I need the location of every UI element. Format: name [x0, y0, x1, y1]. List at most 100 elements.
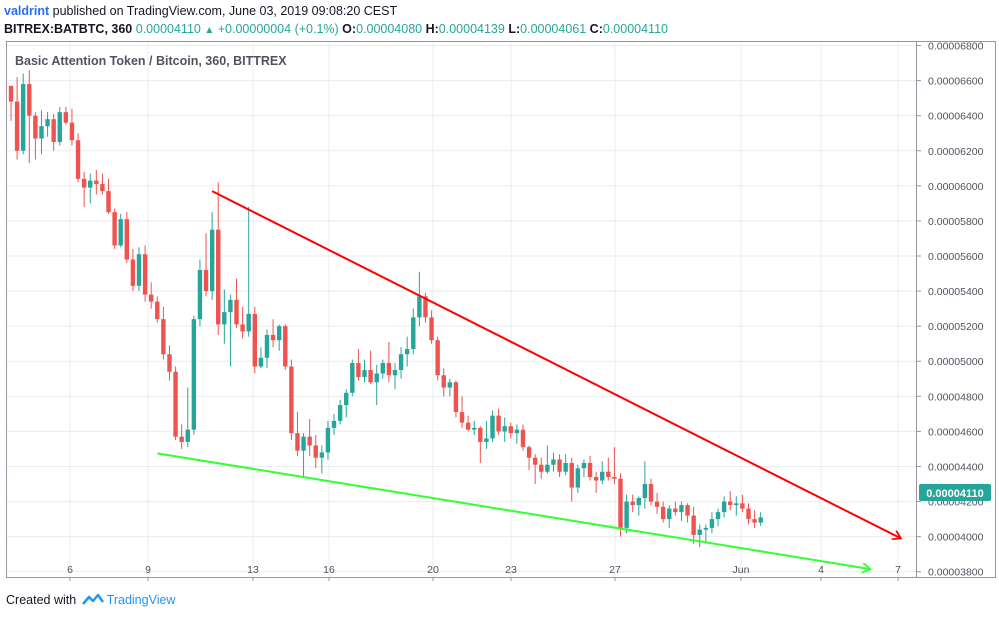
candle-62	[386, 341, 392, 383]
candle-91	[563, 454, 568, 476]
candle-body	[563, 462, 568, 472]
grid-lines	[7, 42, 916, 577]
candle-71	[441, 368, 446, 397]
chart-title: Basic Attention Token / Bitcoin, 360, BI…	[15, 54, 287, 68]
candle-body	[155, 301, 160, 320]
candle-31	[197, 259, 203, 327]
candle-body	[39, 126, 44, 139]
candle-body	[691, 515, 696, 535]
candle-body	[301, 436, 306, 451]
y-tick-label-10: 0.00005800	[928, 216, 984, 228]
candle-0	[8, 85, 14, 121]
candle-120	[740, 494, 745, 513]
candle-9	[63, 106, 69, 125]
x-axis-labels: 6 9 13 16 20 23 27 Jun 4 7	[67, 564, 901, 581]
candle-106	[654, 492, 660, 514]
footer: Created with TradingView	[6, 593, 175, 610]
candle-81	[502, 417, 507, 442]
candle-57	[356, 348, 361, 381]
candle-58	[362, 359, 367, 383]
y-tick-label-13: 0.00006400	[928, 111, 984, 123]
candle-body	[197, 270, 203, 320]
candle-59	[368, 350, 373, 385]
candle-body	[69, 122, 75, 141]
y-tick-label-6: 0.00005000	[928, 356, 984, 368]
candle-102	[630, 494, 635, 513]
candle-48	[301, 433, 306, 478]
candle-body	[148, 294, 154, 302]
candle-body	[100, 184, 105, 192]
candle-35	[222, 289, 227, 344]
candle-body	[618, 478, 623, 528]
candle-body	[191, 319, 197, 430]
candle-body	[45, 119, 50, 127]
candle-body	[472, 427, 477, 430]
candle-body	[648, 484, 654, 502]
candle-body	[539, 464, 544, 472]
candle-14	[94, 170, 99, 195]
low-label: L:	[508, 22, 521, 36]
low-value: 0.00004061	[520, 22, 587, 36]
support-trendline[interactable]	[157, 452, 870, 569]
candle-24	[155, 296, 160, 323]
candle-93	[575, 464, 581, 493]
candle-body	[734, 503, 739, 506]
y-tick-label-0: 0.00003800	[928, 567, 984, 579]
candle-body	[502, 426, 507, 432]
candle-45	[283, 324, 288, 371]
candle-body	[319, 452, 325, 458]
candle-54	[337, 399, 343, 425]
candle-19	[124, 212, 130, 264]
candle-119	[734, 496, 739, 516]
candle-104	[642, 461, 648, 509]
candle-61	[380, 359, 385, 379]
candle-body	[270, 334, 276, 341]
candle-body	[33, 115, 38, 139]
tradingview-link[interactable]: TradingView	[106, 593, 176, 607]
resistance-trendline[interactable]	[211, 190, 901, 538]
candle-body	[465, 422, 471, 430]
candle-body	[337, 405, 343, 421]
candle-83	[514, 424, 520, 444]
candle-73	[453, 380, 459, 418]
candle-body	[161, 319, 166, 355]
chart-pane[interactable]	[6, 41, 917, 578]
candle-2	[20, 73, 26, 155]
candle-8	[57, 106, 62, 146]
price-axis[interactable]	[917, 41, 996, 578]
candle-3	[27, 70, 32, 164]
candle-1	[14, 77, 20, 160]
author-name[interactable]: valdrint	[4, 4, 50, 18]
candle-body	[429, 317, 434, 341]
candle-67	[417, 271, 422, 327]
candle-15	[100, 173, 105, 195]
candle-46	[289, 359, 294, 441]
candle-11	[75, 133, 81, 183]
candle-23	[148, 282, 154, 309]
candle-41	[258, 347, 264, 369]
candle-65	[404, 336, 410, 367]
candle-21	[136, 247, 142, 292]
candle-80	[496, 408, 501, 435]
candle-78	[484, 420, 489, 449]
candle-18	[118, 213, 123, 248]
candle-49	[307, 419, 312, 456]
candle-body	[569, 462, 574, 488]
candle-body	[606, 471, 611, 478]
candle-85	[526, 445, 532, 470]
candle-body	[715, 512, 721, 520]
x-tick-label-0: 6	[67, 564, 73, 576]
close-value: 0.00004110	[602, 22, 668, 36]
candle-body	[514, 429, 520, 434]
candle-body	[234, 299, 239, 325]
candle-36	[228, 294, 233, 367]
candle-body	[325, 427, 331, 453]
candle-body	[142, 254, 148, 295]
y-tick-label-1: 0.00004000	[928, 532, 984, 544]
y-tick-label-9: 0.00005600	[928, 251, 984, 263]
candle-55	[344, 389, 349, 418]
candle-33	[209, 212, 215, 300]
candle-body	[526, 447, 532, 458]
y-tick-label-12: 0.00006200	[928, 146, 984, 158]
